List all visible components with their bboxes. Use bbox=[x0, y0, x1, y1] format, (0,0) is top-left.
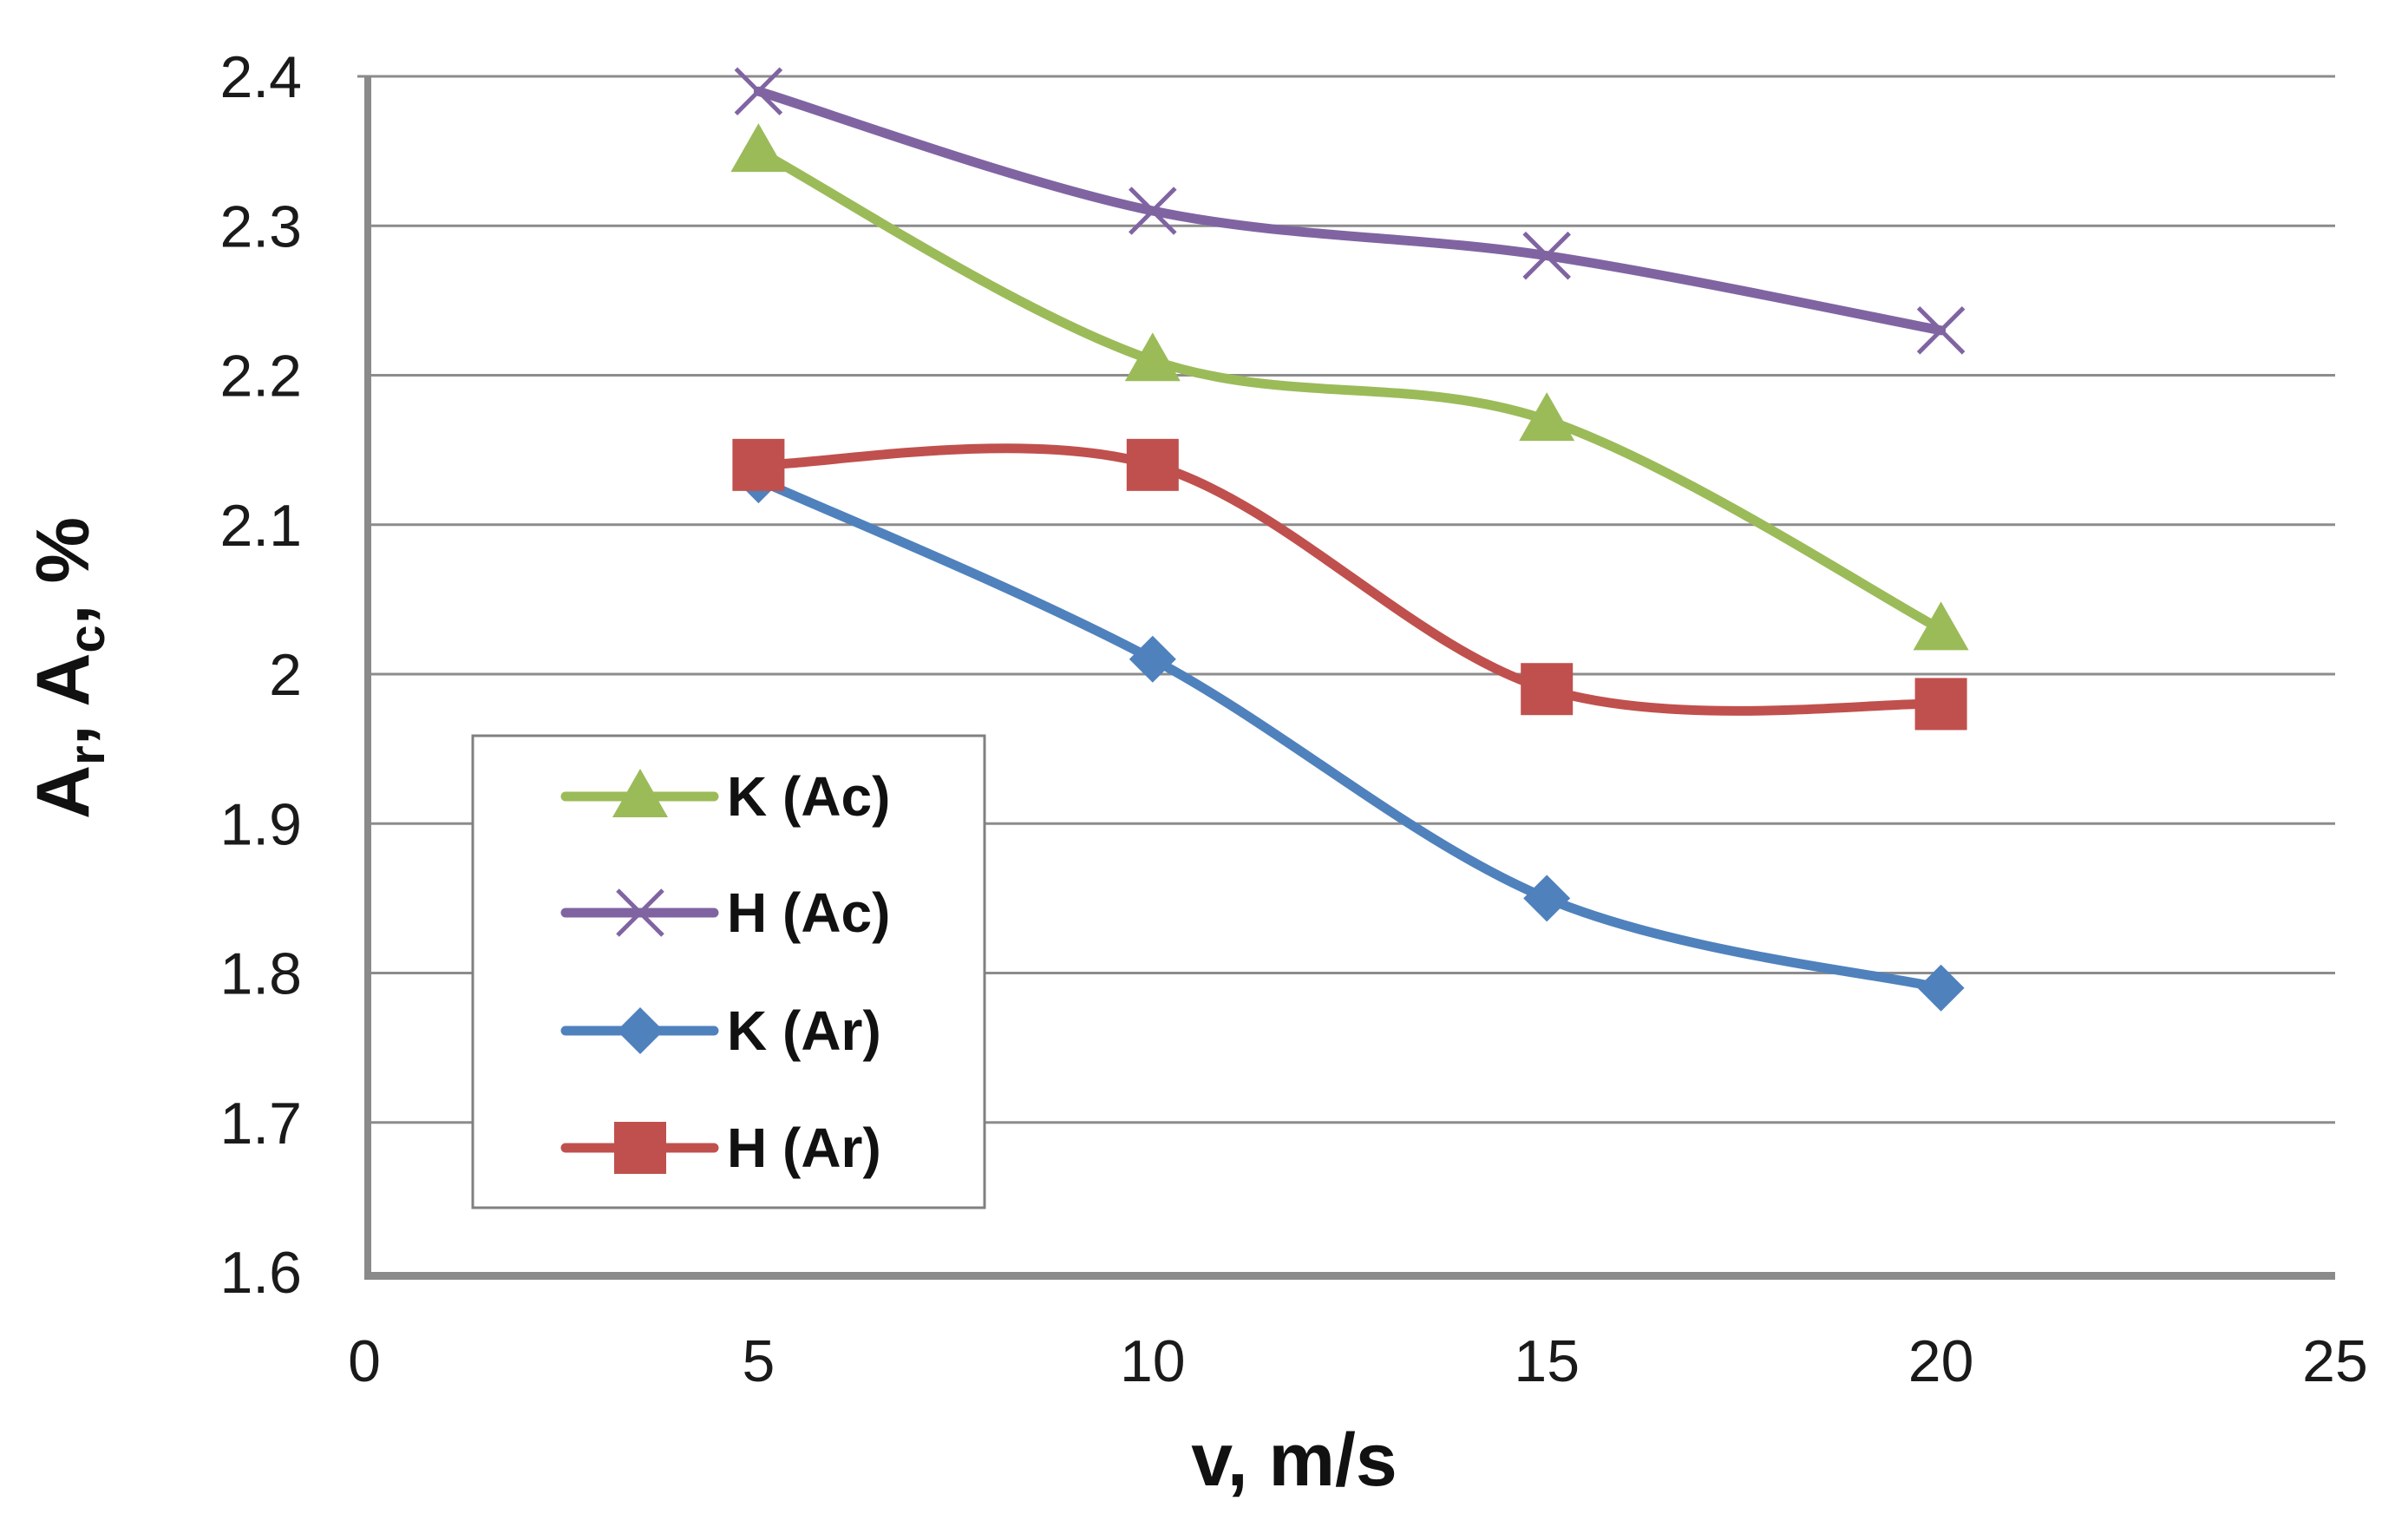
legend-item-h-ac: H (Ac) bbox=[560, 881, 890, 944]
axes bbox=[357, 75, 2335, 1280]
legend-marker-x bbox=[616, 888, 664, 937]
data-point-triangle bbox=[1913, 601, 1969, 651]
y-axis-title-subscript: r bbox=[59, 745, 115, 765]
x-tick-labels: 0 5 10 15 20 25 bbox=[348, 1328, 2368, 1394]
data-point-square bbox=[1914, 678, 1967, 731]
y-axis-title: Ar, Ac, % bbox=[22, 517, 115, 819]
data-point-x bbox=[1522, 231, 1571, 280]
series-k-ar bbox=[735, 456, 1965, 1012]
series-k-ac bbox=[730, 123, 1969, 651]
legend-marker-triangle bbox=[612, 769, 668, 817]
series-line bbox=[753, 475, 1947, 993]
y-axis-line bbox=[364, 76, 371, 1279]
x-axis-line bbox=[364, 1272, 2335, 1280]
x-tick-label: 25 bbox=[2302, 1328, 2368, 1394]
y-axis-title-subscript: c bbox=[59, 625, 115, 652]
legend-item-k-ar: K (Ar) bbox=[560, 999, 881, 1062]
legend-label: K (Ar) bbox=[727, 999, 881, 1062]
legend-label: K (Ac) bbox=[727, 765, 890, 828]
series-line bbox=[753, 443, 1947, 716]
y-tick-label: 2 bbox=[269, 642, 302, 708]
y-tick-label: 1.7 bbox=[219, 1091, 302, 1157]
legend-item-h-ar: H (Ar) bbox=[560, 1117, 881, 1179]
legend-marker-square bbox=[614, 1122, 666, 1174]
data-point-square bbox=[1126, 438, 1179, 491]
x-axis-title: v, m/s bbox=[1191, 1419, 1397, 1502]
y-tick-label: 1.8 bbox=[219, 941, 302, 1007]
x-tick-label: 15 bbox=[1514, 1328, 1580, 1394]
x-tick-label: 10 bbox=[1120, 1328, 1186, 1394]
y-tick-label: 1.6 bbox=[219, 1240, 302, 1306]
y-axis-title-part: , A bbox=[22, 653, 105, 746]
y-tick-label: 2.4 bbox=[219, 44, 302, 110]
y-tick-label: 2.2 bbox=[219, 344, 302, 410]
legend: K (Ac) H (Ac) K (Ar) H (Ar) bbox=[471, 734, 986, 1209]
series-group bbox=[730, 67, 1969, 1012]
series-h-ar bbox=[732, 438, 1967, 731]
x-tick-label: 20 bbox=[1908, 1328, 1974, 1394]
data-point-square bbox=[732, 438, 785, 491]
legend-box bbox=[471, 734, 986, 1209]
data-point-diamond bbox=[1523, 875, 1571, 922]
legend-label: H (Ar) bbox=[727, 1117, 881, 1179]
data-point-diamond bbox=[1129, 635, 1176, 683]
y-axis-title-part: A bbox=[22, 765, 105, 819]
data-point-triangle bbox=[730, 123, 787, 173]
legend-marker-diamond bbox=[617, 1007, 664, 1054]
data-point-triangle bbox=[1519, 392, 1575, 442]
data-point-x bbox=[1129, 187, 1177, 235]
x-tick-label: 5 bbox=[742, 1328, 775, 1394]
data-point-triangle bbox=[1124, 332, 1181, 382]
y-tick-label: 2.3 bbox=[219, 193, 302, 259]
series-line bbox=[753, 86, 1947, 336]
data-point-square bbox=[1521, 663, 1574, 716]
y-tick-label: 2.1 bbox=[219, 493, 302, 559]
data-point-x bbox=[734, 67, 783, 115]
legend-item-k-ac: K (Ac) bbox=[560, 765, 890, 828]
legend-label: H (Ac) bbox=[727, 881, 890, 944]
data-point-x bbox=[1916, 306, 1966, 355]
series-h-ac bbox=[734, 67, 1966, 355]
y-tick-label: 1.9 bbox=[219, 791, 302, 857]
y-tick-labels: 1.6 1.7 1.8 1.9 2 2.1 2.2 2.3 2.4 bbox=[219, 44, 302, 1306]
x-tick-label: 0 bbox=[348, 1328, 381, 1394]
y-axis-title-part: , % bbox=[22, 517, 105, 625]
series-line bbox=[753, 146, 1947, 634]
data-point-diamond bbox=[1917, 964, 1965, 1012]
